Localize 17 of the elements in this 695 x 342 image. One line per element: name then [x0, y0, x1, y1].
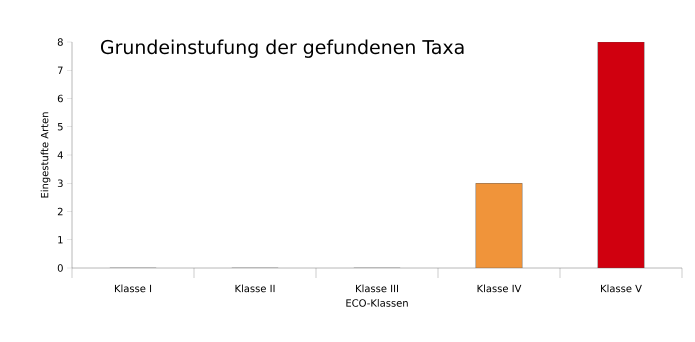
- y-tick-label: 8: [58, 38, 63, 46]
- x-tick-label: Klasse I: [114, 284, 152, 292]
- chart-title: Grundeinstufung der gefundenen Taxa: [100, 40, 464, 58]
- y-tick-label: 6: [58, 94, 63, 102]
- y-tick-label: 5: [58, 123, 63, 130]
- y-tick-label: 4: [58, 151, 63, 159]
- y-tick-label: 1: [58, 236, 63, 244]
- y-axis-title: Eingestufte Arten: [40, 112, 50, 198]
- y-tick-label: 3: [58, 179, 63, 188]
- x-tick-label: Klasse V: [601, 284, 642, 292]
- x-tick-label: Klasse III: [356, 284, 398, 292]
- y-tick-label: 2: [58, 208, 62, 216]
- x-axis-title: ECO-Klassen: [346, 299, 408, 307]
- x-tick-label: Klasse II: [236, 284, 275, 292]
- x-tick-label: Klasse IV: [478, 284, 522, 292]
- y-tick-label: 0: [58, 264, 63, 272]
- y-tick-label: 7: [58, 66, 63, 74]
